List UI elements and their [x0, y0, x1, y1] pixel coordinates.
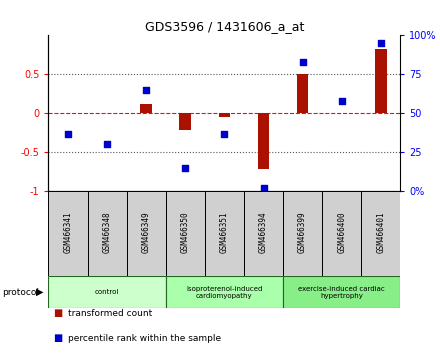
Point — [299, 59, 306, 65]
Text: exercise-induced cardiac
hypertrophy: exercise-induced cardiac hypertrophy — [298, 286, 385, 298]
Bar — [88, 191, 127, 276]
Text: ■: ■ — [53, 333, 62, 343]
Bar — [140, 104, 152, 113]
Point — [182, 165, 189, 171]
Text: GSM466400: GSM466400 — [337, 211, 346, 253]
Bar — [322, 191, 361, 276]
Point — [221, 131, 228, 136]
Text: ■: ■ — [53, 308, 62, 318]
Bar — [166, 276, 283, 308]
Bar — [166, 191, 205, 276]
Point — [143, 87, 150, 93]
Text: GSM466341: GSM466341 — [63, 211, 73, 253]
Text: control: control — [95, 289, 119, 295]
Bar — [297, 74, 308, 113]
Bar — [48, 191, 88, 276]
Bar — [48, 276, 166, 308]
Bar — [205, 191, 244, 276]
Bar — [375, 50, 387, 113]
Text: isoproterenol-induced
cardiomyopathy: isoproterenol-induced cardiomyopathy — [186, 286, 263, 298]
Text: GSM466399: GSM466399 — [298, 211, 307, 253]
Text: GSM466349: GSM466349 — [142, 211, 150, 253]
Bar — [258, 113, 269, 169]
Text: transformed count: transformed count — [68, 309, 152, 318]
Text: GSM466350: GSM466350 — [181, 211, 190, 253]
Point — [64, 131, 71, 136]
Text: GSM466348: GSM466348 — [103, 211, 112, 253]
Bar — [127, 191, 166, 276]
Bar — [244, 191, 283, 276]
Bar — [180, 113, 191, 130]
Bar — [283, 276, 400, 308]
Text: percentile rank within the sample: percentile rank within the sample — [68, 333, 221, 343]
Bar — [219, 113, 230, 117]
Text: GSM466351: GSM466351 — [220, 211, 229, 253]
Point — [378, 40, 385, 46]
Title: GDS3596 / 1431606_a_at: GDS3596 / 1431606_a_at — [145, 20, 304, 33]
Text: GSM466401: GSM466401 — [376, 211, 385, 253]
Point — [103, 142, 110, 147]
Point — [338, 98, 345, 104]
Point — [260, 185, 267, 191]
Text: GSM466394: GSM466394 — [259, 211, 268, 253]
Bar — [283, 191, 322, 276]
Text: ▶: ▶ — [36, 287, 44, 297]
Bar — [361, 191, 400, 276]
Text: protocol: protocol — [2, 287, 39, 297]
